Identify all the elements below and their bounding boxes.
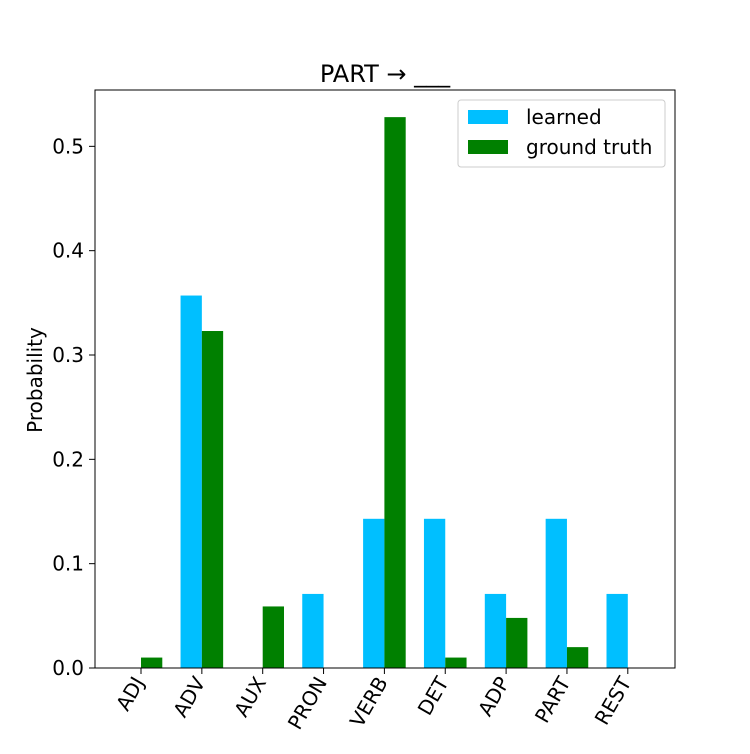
x-tick-label-adp: ADP <box>473 673 514 721</box>
y-tick-label: 0.2 <box>52 447 84 471</box>
bar-ground-truth-adj <box>141 657 163 668</box>
y-tick-label: 0.4 <box>52 239 84 263</box>
x-tick-label-pron: PRON <box>283 673 332 734</box>
x-tick-label-adv: ADV <box>168 672 210 721</box>
bar-learned-adv <box>180 295 202 668</box>
bars-group <box>141 117 628 669</box>
bar-ground-truth-part <box>566 647 589 668</box>
bar-ground-truth-adv <box>201 331 224 668</box>
bar-ground-truth-verb <box>384 117 406 669</box>
x-axis: ADJ ADV AUX PRON VERB DET ADP PART REST <box>111 668 637 734</box>
bar-learned-part <box>545 518 567 668</box>
bar-ground-truth-det <box>445 657 467 668</box>
y-axis: 0.0 0.1 0.2 0.3 0.4 0.5 <box>52 134 95 680</box>
bar-learned-adp <box>484 593 507 668</box>
bar-learned-rest <box>606 593 628 668</box>
legend: learned ground truth <box>457 99 666 168</box>
legend-swatch-ground-truth <box>468 140 508 154</box>
x-tick-label-verb: VERB <box>345 673 393 732</box>
y-tick-label: 0.3 <box>52 343 84 367</box>
legend-swatch-learned <box>468 110 508 124</box>
x-tick-label-adj: ADJ <box>111 673 149 715</box>
y-tick-label: 0.5 <box>52 134 84 158</box>
legend-label-learned: learned <box>526 105 602 129</box>
chart-title: PART → ___ <box>320 60 451 88</box>
legend-box <box>457 99 666 168</box>
y-tick-label: 0.1 <box>52 552 84 576</box>
x-tick-label-aux: AUX <box>229 672 271 721</box>
y-tick-label: 0.0 <box>52 656 84 680</box>
bar-learned-verb <box>363 518 385 668</box>
x-tick-label-det: DET <box>413 672 454 720</box>
bar-learned-pron <box>302 593 324 668</box>
x-tick-label-part: PART <box>530 672 576 727</box>
bar-ground-truth-aux <box>262 606 284 668</box>
y-axis-label: Probability <box>23 327 47 433</box>
bar-learned-det <box>423 518 446 668</box>
bar-ground-truth-adp <box>506 617 528 668</box>
plot-frame <box>94 89 676 669</box>
legend-label-ground-truth: ground truth <box>526 135 652 159</box>
x-tick-label-rest: REST <box>590 672 637 729</box>
